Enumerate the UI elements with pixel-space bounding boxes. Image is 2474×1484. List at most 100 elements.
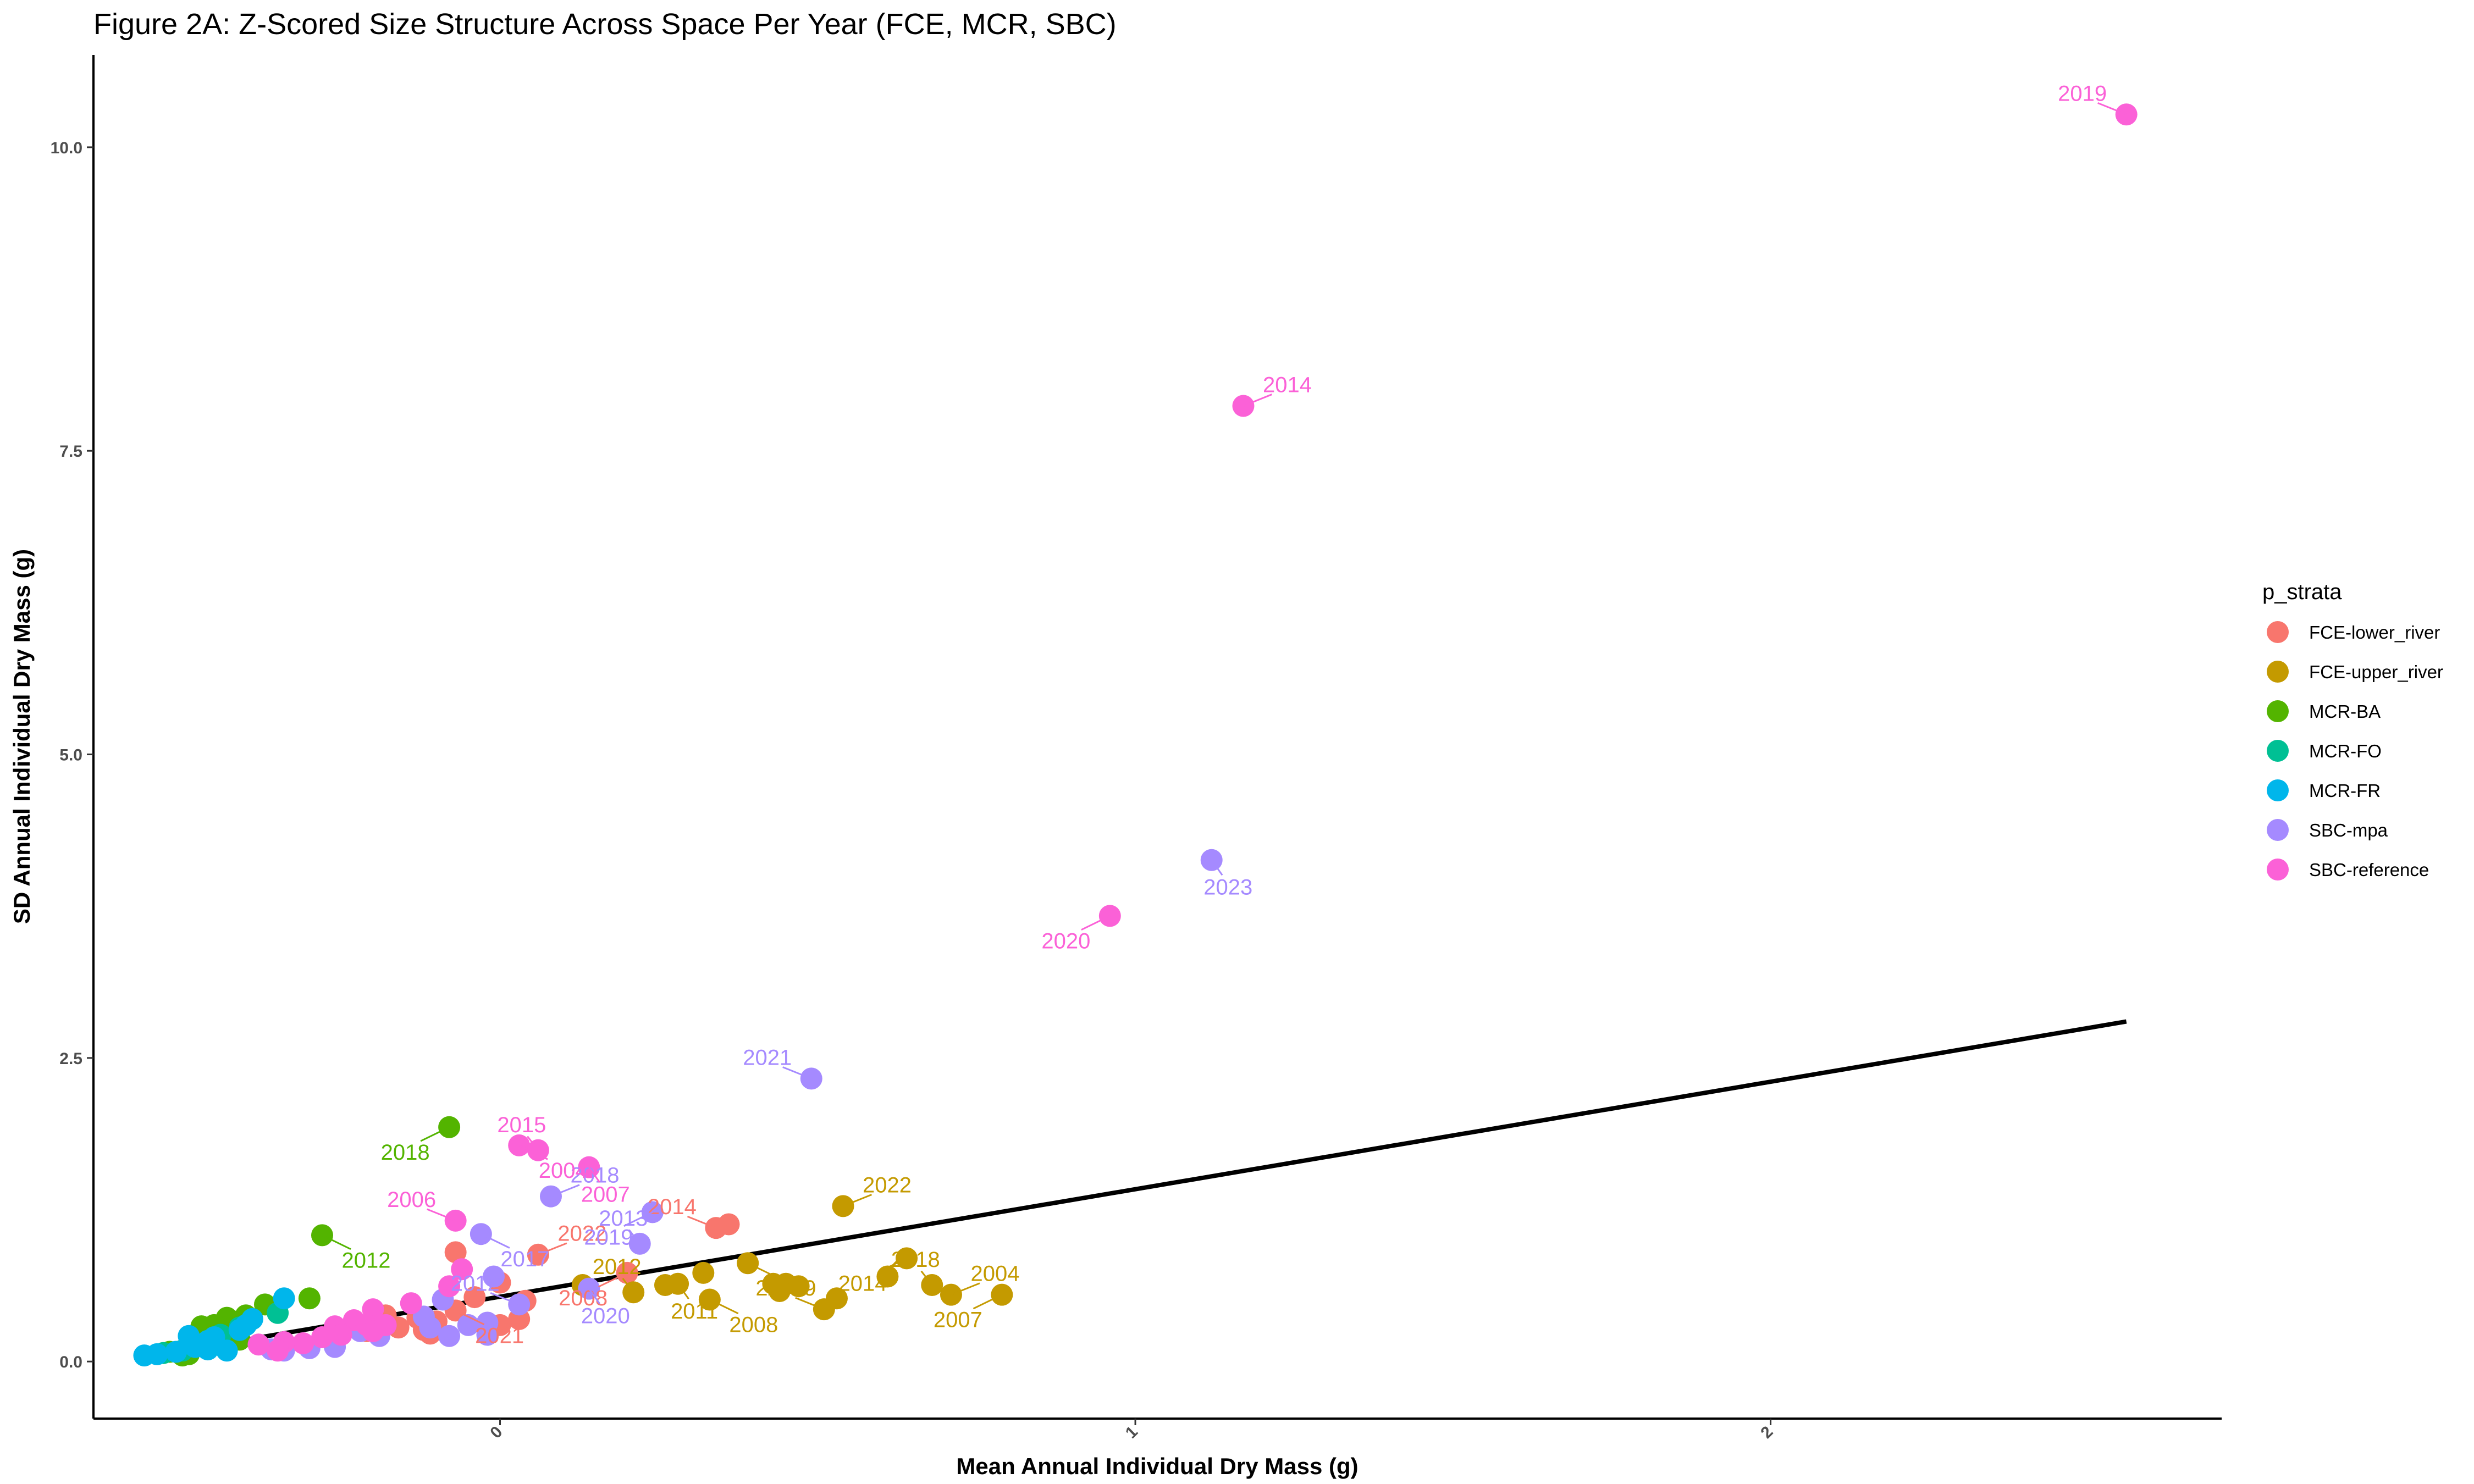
data-point-sbc-reference [451, 1258, 473, 1281]
legend-label: MCR-FO [2309, 741, 2382, 761]
point-label: 2006 [755, 1276, 804, 1300]
point-label: 2019 [2058, 81, 2107, 106]
point-label: 2020 [1041, 929, 1090, 953]
data-point-mcr-fr [133, 1344, 156, 1367]
point-label: 2021 [475, 1324, 524, 1348]
point-label: 2015 [497, 1113, 546, 1137]
legend-label: SBC-reference [2309, 860, 2429, 880]
legend-label: FCE-lower_river [2309, 622, 2440, 643]
data-point-mcr-fr [196, 1338, 219, 1361]
series-sbc-reference [247, 103, 2138, 1362]
y-tick-label: 0.0 [59, 1353, 82, 1371]
point-label: 2012 [593, 1255, 642, 1279]
y-tick-label: 10.0 [51, 139, 82, 157]
legend-key-fce-upper-river [2267, 661, 2289, 683]
label-leader-line [527, 1136, 539, 1151]
legend: p_strata FCE-lower_river FCE-upper_river M… [2262, 580, 2443, 881]
label-leader-line [628, 1229, 640, 1244]
y-axis-title: SD Annual Individual Dry Mass (g) [9, 549, 35, 924]
point-label: 2007 [581, 1183, 630, 1207]
label-leader-line [687, 1215, 716, 1229]
point-label: 2017 [500, 1247, 549, 1271]
label-leader-line [920, 1270, 933, 1286]
legend-label: FCE-upper_river [2309, 662, 2443, 682]
legend-label: SBC-mpa [2309, 820, 2388, 840]
label-leader-line [2097, 102, 2127, 115]
label-leader-line [1211, 859, 1223, 876]
label-leader-line [588, 1166, 601, 1183]
label-leader-line [322, 1234, 351, 1250]
label-leader-line [420, 1126, 450, 1142]
trend-layer [188, 1019, 2127, 1352]
points-layer [133, 103, 2138, 1367]
point-label: 2004 [970, 1262, 1019, 1286]
series-mcr-fr [133, 1287, 295, 1367]
point-label: 2023 [1203, 876, 1252, 900]
point-label: 2013 [599, 1206, 648, 1231]
label-leader-line [518, 1144, 548, 1160]
point-label: 2014 [648, 1195, 697, 1219]
data-point-sbc-reference [247, 1333, 270, 1356]
chart-title: Figure 2A: Z-Scored Size Structure Acros… [93, 8, 1117, 41]
data-point-mcr-ba [298, 1287, 321, 1310]
label-leader-line [481, 1233, 510, 1249]
label-leader-line [490, 1292, 520, 1305]
point-label: 2018 [891, 1248, 940, 1272]
legend-label: MCR-BA [2309, 701, 2381, 722]
data-point-sbc-reference [400, 1292, 422, 1315]
point-label: 2014 [838, 1271, 887, 1295]
point-label: 2007 [934, 1308, 982, 1332]
data-point-sbc-mpa [438, 1325, 461, 1347]
data-point-fce-upper-river [787, 1275, 810, 1298]
data-point-sbc-reference [311, 1326, 333, 1348]
point-label: 2006 [387, 1188, 436, 1212]
label-leader-line [677, 1283, 689, 1300]
point-label: 2018 [381, 1140, 430, 1165]
label-leader-line [622, 1278, 634, 1293]
point-label: 2019 [584, 1225, 633, 1249]
data-point-mcr-fr [228, 1319, 251, 1341]
point-label: 2020 [581, 1304, 630, 1328]
label-leader-line [877, 1258, 907, 1273]
data-point-fce-lower-river [463, 1286, 486, 1309]
x-axis-title: Mean Annual Individual Dry Mass (g) [956, 1453, 1358, 1479]
data-point-fce-upper-river [768, 1280, 791, 1303]
data-point-fce-upper-river [692, 1261, 715, 1284]
y-ticks: 0.0 2.5 5.0 7.5 10.0 [51, 139, 93, 1371]
label-leader-line [842, 1194, 872, 1207]
point-label: 2022 [863, 1173, 912, 1197]
point-label: 2008 [559, 1286, 608, 1310]
label-leader-line [795, 1297, 825, 1310]
legend-items: FCE-lower_river FCE-upper_river MCR-BA MCR-… [2267, 621, 2443, 881]
label-leader-line [588, 1288, 601, 1304]
label-leader-line [1081, 915, 1111, 931]
data-point-sbc-mpa [419, 1316, 441, 1339]
legend-title: p_strata [2262, 580, 2342, 604]
data-point-sbc-reference [267, 1339, 289, 1362]
label-leader-line [709, 1299, 739, 1315]
data-point-mcr-fr [216, 1339, 238, 1362]
label-leader-line [973, 1294, 1003, 1310]
y-tick-label: 2.5 [59, 1050, 82, 1068]
point-label: 2021 [743, 1045, 792, 1070]
data-point-sbc-reference [374, 1314, 397, 1336]
point-label: 2008 [729, 1313, 778, 1337]
data-point-sbc-reference [292, 1332, 314, 1355]
legend-key-sbc-reference [2267, 859, 2289, 881]
point-label: 2004 [539, 1159, 588, 1183]
point-label: 2011 [671, 1299, 718, 1324]
label-leader-line [538, 1242, 567, 1256]
data-point-mcr-fr [273, 1287, 295, 1310]
data-point-mcr-fr [165, 1341, 187, 1363]
label-leader-line [623, 1211, 653, 1227]
legend-key-fce-lower-river [2267, 621, 2289, 643]
label-leader-line [747, 1262, 777, 1278]
label-leader-line [427, 1208, 456, 1222]
point-label: 2012 [451, 1271, 500, 1295]
legend-key-mcr-fo [2267, 740, 2289, 762]
label-leader-line [1242, 394, 1273, 407]
point-labels-layer: 2014 2022 2008 2021 2022 2014 2009 2018 2011 2006… [322, 81, 2127, 1348]
label-leader-line [550, 1184, 580, 1198]
